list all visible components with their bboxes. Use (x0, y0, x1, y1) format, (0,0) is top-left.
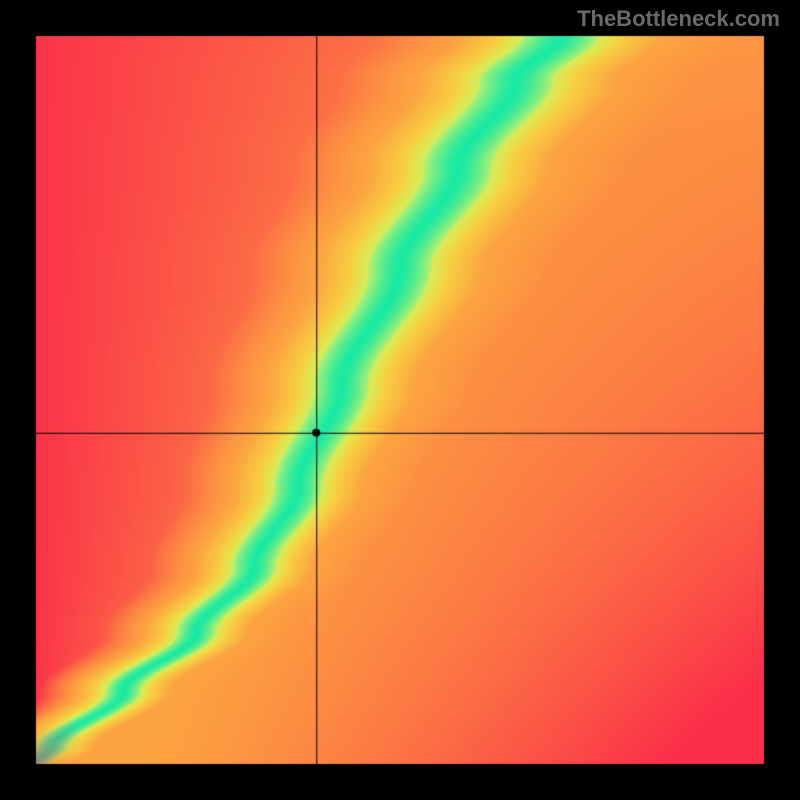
heatmap-canvas (0, 0, 800, 800)
chart-container: TheBottleneck.com (0, 0, 800, 800)
watermark-text: TheBottleneck.com (577, 6, 780, 32)
